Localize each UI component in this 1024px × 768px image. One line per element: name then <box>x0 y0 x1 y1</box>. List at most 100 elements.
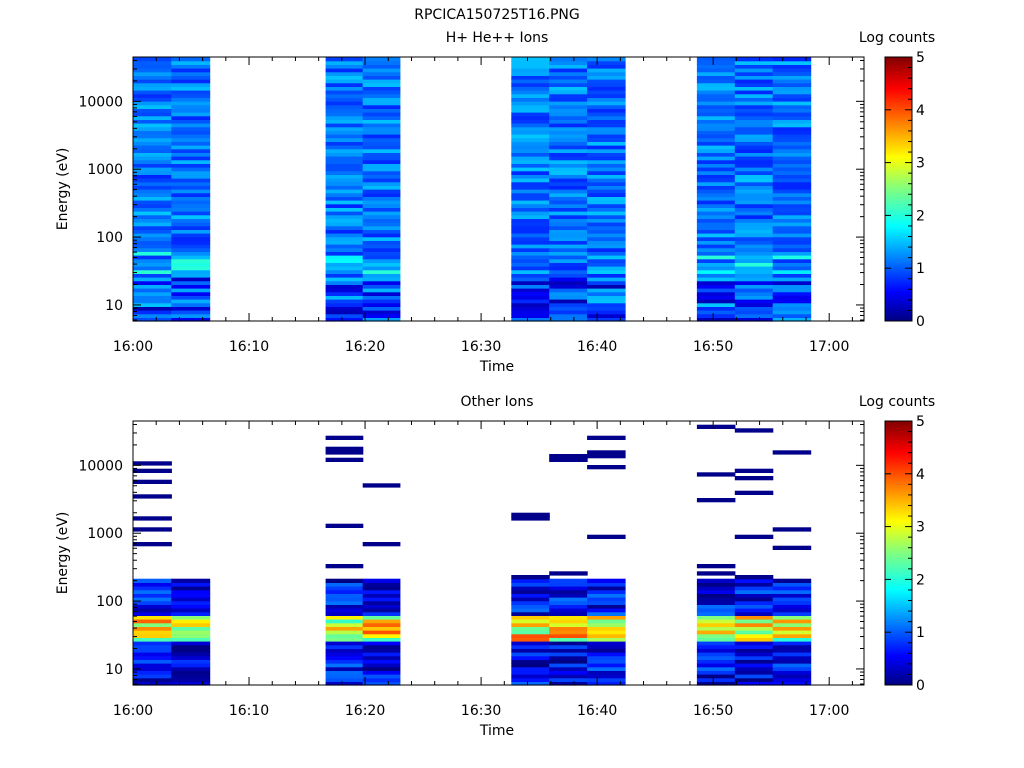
colorbar-label: Log counts <box>859 394 935 410</box>
heatmap-cell <box>171 269 211 274</box>
heatmap-cell <box>325 266 364 271</box>
heatmap-cell <box>587 152 626 157</box>
heatmap-cell <box>133 82 172 87</box>
heatmap-cell <box>587 211 626 216</box>
heatmap-cell <box>587 589 626 594</box>
heatmap-cell <box>133 269 172 274</box>
heatmap-cell <box>325 119 364 124</box>
heatmap-cell <box>325 240 364 245</box>
heatmap-cell <box>734 97 774 102</box>
heatmap-cell <box>696 196 736 201</box>
heatmap-cell <box>587 630 626 635</box>
panel-h-he-ions: H+ He++ Ions Log counts 16:00 16:10 16:20 1… <box>55 30 935 375</box>
heatmap-cell <box>772 586 812 591</box>
heatmap-cell <box>734 302 774 307</box>
heatmap-cell <box>696 108 736 113</box>
plot-frame <box>132 420 865 686</box>
heatmap-cell <box>362 641 401 646</box>
heatmap-cell <box>734 626 774 631</box>
heatmap-cell <box>549 225 588 230</box>
heatmap-cell <box>696 163 736 168</box>
heatmap-cell <box>549 112 588 117</box>
heatmap-cell <box>549 251 588 256</box>
heatmap-cell <box>772 633 812 638</box>
heatmap-cell <box>325 666 364 671</box>
heatmap-cell <box>696 299 736 304</box>
heatmap-cell <box>171 317 211 322</box>
heatmap-cell <box>171 130 211 135</box>
heatmap-cell <box>362 670 401 675</box>
heatmap-cell <box>696 229 736 234</box>
heatmap-cell <box>587 68 626 73</box>
heatmap-cell <box>362 214 401 219</box>
heatmap-cell <box>549 71 588 76</box>
heatmap-cell <box>171 648 211 653</box>
panel-other-ions: Other Ions Log counts 16:00 16:10 16:20 16:… <box>55 394 935 739</box>
heatmap-cell <box>587 101 626 106</box>
heatmap-cell <box>587 313 626 318</box>
heatmap-cell <box>362 619 401 624</box>
heatmap-cell <box>587 79 626 84</box>
heatmap-cell <box>362 57 401 62</box>
heatmap-cell <box>325 90 364 95</box>
heatmap-cell <box>325 196 364 201</box>
heatmap-cell <box>362 291 401 296</box>
heatmap-cell <box>772 269 812 274</box>
y-tick-label: 1000 <box>87 162 123 178</box>
heatmap-cell <box>734 203 774 208</box>
heatmap-cell <box>511 611 550 616</box>
heatmap-cell <box>587 247 626 252</box>
heatmap-cell <box>171 244 211 249</box>
heatmap-cell <box>362 218 401 223</box>
heatmap-cell <box>325 291 364 296</box>
heatmap-cell <box>325 652 364 657</box>
heatmap-cell <box>549 97 588 102</box>
heatmap-cell <box>734 619 774 624</box>
heatmap-cell <box>734 68 774 73</box>
heatmap-cell <box>511 71 550 76</box>
heatmap-cell <box>587 115 626 120</box>
heatmap-cell <box>772 545 812 550</box>
heatmap-cell <box>549 108 588 113</box>
heatmap-cell <box>772 644 812 649</box>
heatmap-cell <box>511 203 550 208</box>
heatmap-cell <box>696 677 736 682</box>
x-tick-label: 16:20 <box>345 339 385 355</box>
heatmap-cell <box>549 266 588 271</box>
heatmap-cell <box>171 299 211 304</box>
heatmap-cell <box>549 284 588 289</box>
heatmap-cell <box>133 600 172 605</box>
heatmap-cell <box>362 677 401 682</box>
heatmap-cell <box>511 93 550 98</box>
heatmap-cell <box>772 597 812 602</box>
heatmap-cell <box>772 299 812 304</box>
heatmap-cell <box>696 225 736 230</box>
heatmap-cell <box>325 244 364 249</box>
heatmap-cell <box>171 593 211 598</box>
heatmap-cell <box>511 578 550 583</box>
heatmap-cell <box>133 670 172 675</box>
heatmap-cell <box>133 677 172 682</box>
heatmap-cell <box>549 674 588 679</box>
heatmap-cell <box>171 655 211 660</box>
heatmap-cell <box>549 123 588 128</box>
heatmap-cell <box>587 251 626 256</box>
heatmap-cell <box>734 306 774 311</box>
heatmap-cell <box>772 112 812 117</box>
heatmap-cell <box>133 229 172 234</box>
heatmap-cell <box>133 291 172 296</box>
heatmap-cell <box>511 622 550 627</box>
heatmap-cell <box>734 269 774 274</box>
heatmap-cell <box>772 145 812 150</box>
heatmap-cell <box>696 626 736 631</box>
heatmap-cell <box>772 255 812 260</box>
heatmap-cell <box>549 222 588 227</box>
heatmap-cell <box>549 240 588 245</box>
heatmap-cell <box>133 604 172 609</box>
heatmap-cell <box>772 64 812 69</box>
heatmap-cell <box>696 615 736 620</box>
heatmap-cell <box>587 233 626 238</box>
heatmap-cell <box>549 644 588 649</box>
heatmap-cell <box>133 240 172 245</box>
heatmap-cell <box>696 604 736 609</box>
